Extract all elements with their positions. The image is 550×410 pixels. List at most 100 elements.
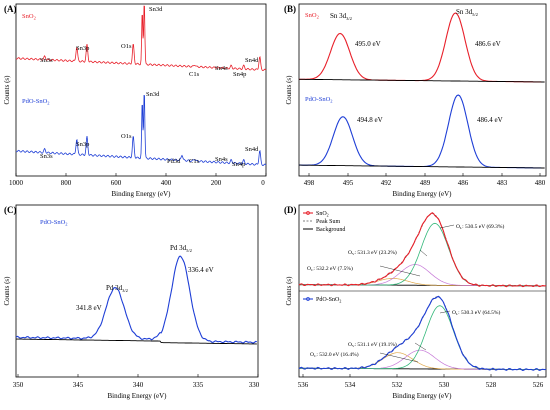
panel-b-peak-value: 486.4 eV — [477, 116, 503, 124]
panel-b-sno2-spectrum — [299, 12, 545, 83]
panel-a-xlabel: Binding Energy (eV) — [112, 190, 172, 198]
panel-a-legend-pdo-sno2: PdO-SnO2 — [22, 98, 50, 106]
panel-b-peak-value: 486.6 eV — [475, 40, 501, 48]
panel-d-xtick: 530 — [439, 381, 450, 389]
panel-b-pdo-sno2-background — [299, 164, 545, 169]
panel-a-peak-label: O1s — [121, 133, 132, 140]
panel-a-peak-label: Sn4d — [245, 146, 259, 153]
panel-b-peak-value: 494.8 eV — [357, 116, 383, 124]
panel-a: (A) Counts (s) Binding Energy (eV) 1000 … — [3, 3, 267, 198]
panel-a-xtick: 1000 — [9, 179, 24, 187]
panel-c-xticks: 350 345 340 335 330 — [13, 374, 260, 389]
panel-b-xtick: 480 — [535, 179, 546, 187]
panel-a-xtick: 400 — [161, 179, 172, 187]
panel-a-peak-label: Sn4p — [232, 161, 245, 168]
panel-d-pdo-ol-component — [299, 305, 546, 371]
panel-b-label: (B) — [284, 4, 296, 14]
panel-a-frame — [15, 3, 267, 177]
panel-d-label: (D) — [284, 205, 297, 215]
panel-b-legend-sno2: SnO2 — [305, 12, 319, 20]
panel-c-xtick: 340 — [133, 381, 144, 389]
panel-d-legend-pdo-sno2: PdO-SnO2 — [316, 297, 341, 304]
panel-c-frame — [15, 204, 259, 378]
panel-d-legend-top: SnO2 Peak Sum Background — [303, 211, 345, 233]
panel-d-pdo-ov-annotation: OV: 531.1 eV (19.1%) — [348, 341, 397, 348]
panel-a-peak-label: Sn4d — [245, 57, 259, 64]
panel-b-xtick: 498 — [304, 179, 315, 187]
panel-c-xtick: 335 — [193, 381, 204, 389]
panel-b-ylabel: Counts (s) — [285, 75, 293, 105]
panel-b-xtick: 489 — [420, 179, 431, 187]
panel-b-xlabel: Binding Energy (eV) — [393, 190, 453, 198]
panel-c-pd32-value: 341.8 eV — [76, 304, 102, 312]
panel-b-xticks: 498 495 492 489 486 483 480 — [304, 173, 546, 187]
panel-a-xtick: 800 — [61, 179, 72, 187]
panel-a-peak-label: Sn3d — [146, 91, 160, 98]
panel-a-xticks: 1000 800 600 400 200 0 — [9, 173, 267, 187]
panel-b-sn3d32-label: Sn 3d3/2 — [330, 12, 352, 21]
panel-d-pdo-oc-annotation: OC: 532.0 eV (16.4%) — [310, 351, 359, 358]
panel-a-peak-label: Sn3d — [149, 6, 163, 13]
panel-d-xtick: 528 — [486, 381, 497, 389]
panel-b-sno2-background — [299, 78, 545, 83]
panel-b-xtick: 492 — [381, 179, 392, 187]
panel-b: (B) Counts (s) Binding Energy (eV) 498 4… — [284, 3, 547, 198]
panel-b-xtick: 495 — [343, 179, 354, 187]
panel-b-xtick: 486 — [458, 179, 469, 187]
panel-b-pdo-sno2-spectrum — [299, 94, 545, 169]
panel-a-xtick: 600 — [111, 179, 122, 187]
panel-b-sn3d52-label: Sn 3d5/2 — [456, 8, 478, 17]
panel-c-xlabel: Binding Energy (eV) — [108, 392, 168, 400]
panel-d-sno2-oc-annotation: OC: 532.2 eV (7.5%) — [307, 265, 353, 272]
panel-d-xtick: 532 — [392, 381, 403, 389]
panel-c-legend-pdo-sno2: PdO-SnO2 — [40, 219, 68, 227]
panel-d-xlabel: Binding Energy (eV) — [393, 392, 453, 400]
panel-d-sno2-ol-annotation: OL: 530.5 eV (69.3%) — [456, 223, 505, 230]
panel-a-ylabel: Counts (s) — [3, 75, 11, 105]
panel-b-frame — [298, 3, 547, 177]
panel-c-ylabel: Counts (s) — [3, 276, 11, 306]
panel-a-peak-label: Sn4p — [233, 71, 246, 78]
panel-a-peak-label: Sn3s — [40, 57, 53, 64]
panel-a-peak-label: C1s — [189, 158, 200, 165]
panel-d-ylabel: Counts (s) — [285, 276, 293, 306]
panel-c-xtick: 330 — [249, 381, 260, 389]
panel-b-xtick: 483 — [497, 179, 508, 187]
panel-a-xtick: 0 — [261, 179, 265, 187]
panel-a-peak-label: Sn4s — [215, 156, 228, 163]
panel-a-sno2-spectrum — [15, 5, 267, 72]
panel-a-pdo-sno2-spectrum — [15, 95, 267, 167]
panel-a-peak-label: O1s — [121, 43, 132, 50]
panel-d-legend-sno2: SnO2 — [316, 211, 329, 218]
panel-c-background — [16, 338, 257, 345]
panel-a-peak-label: Sn4s — [215, 65, 228, 72]
panel-d-xtick: 526 — [533, 381, 544, 389]
panel-d-pdo-peak-sum — [299, 296, 546, 371]
panel-a-peak-label: Sn3p — [76, 141, 89, 148]
panel-a-peak-label: Pd3d — [167, 158, 181, 165]
panel-b-peak-value: 495.0 eV — [355, 40, 381, 48]
panel-a-peak-label: Sn3p — [76, 45, 89, 52]
panel-c-label: (C) — [4, 205, 17, 215]
panel-a-xtick: 200 — [211, 179, 222, 187]
panel-d-xtick: 536 — [298, 381, 309, 389]
panel-c-xtick: 350 — [13, 381, 24, 389]
panel-d-pdo-spectrum — [298, 295, 547, 371]
panel-d-legend-peak-sum: Peak Sum — [316, 219, 341, 225]
panel-d-xticks: 536 534 532 530 528 526 — [298, 374, 544, 389]
panel-d-pdo-ol-annotation: OL: 530.3 eV (64.5%) — [452, 309, 501, 316]
panel-d-xtick: 534 — [345, 381, 356, 389]
panel-d-legend-bottom: PdO-SnO2 — [303, 297, 341, 304]
panel-d-sno2-ov-annotation: OV: 531.3 eV (23.2%) — [348, 249, 397, 256]
panel-a-peak-label: Sn3s — [40, 153, 53, 160]
panel-b-legend-pdo-sno2: PdO-SnO2 — [305, 96, 333, 104]
panel-d-legend-background: Background — [316, 227, 345, 233]
panel-d: (D) Counts (s) Binding Energy (eV) 536 5… — [284, 204, 547, 400]
panel-c-pdo-sno2-spectrum — [15, 255, 257, 344]
panel-a-peak-label: C1s — [189, 71, 200, 78]
panel-a-label: (A) — [4, 4, 17, 14]
panel-c-pd32-label: Pd 3d3/2 — [106, 284, 128, 293]
panel-c-xtick: 345 — [73, 381, 84, 389]
